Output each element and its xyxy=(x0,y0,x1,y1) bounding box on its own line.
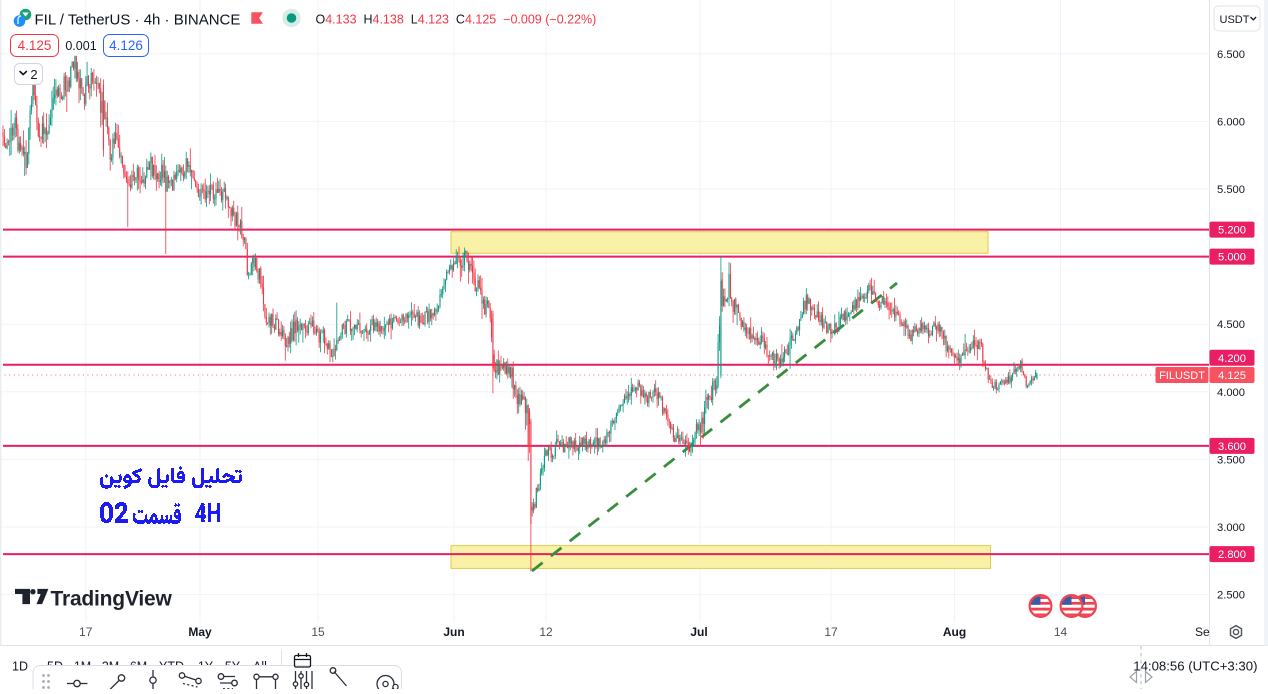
svg-text:2.500: 2.500 xyxy=(1217,590,1245,602)
svg-text:5.200: 5.200 xyxy=(1218,225,1246,237)
svg-text:Aug: Aug xyxy=(943,625,966,639)
svg-text:17: 17 xyxy=(79,625,93,639)
svg-text:Jul: Jul xyxy=(690,625,707,639)
svg-text:14: 14 xyxy=(1054,625,1068,639)
svg-text:Se: Se xyxy=(1195,625,1210,639)
svg-text:4.000: 4.000 xyxy=(1217,387,1245,399)
svg-text:O4.133 H4.138 L4.123 C4.125: O4.133 H4.138 L4.123 C4.125 −0.009 (−0.2… xyxy=(316,13,597,27)
svg-text:4.200: 4.200 xyxy=(1218,353,1246,365)
svg-text:3.600: 3.600 xyxy=(1218,441,1246,453)
svg-text:May: May xyxy=(188,625,212,639)
svg-text:12: 12 xyxy=(539,625,553,639)
svg-text:FILUSDT: FILUSDT xyxy=(1159,370,1205,382)
svg-text:6.500: 6.500 xyxy=(1217,49,1245,61)
svg-text:0.001: 0.001 xyxy=(65,39,96,53)
svg-text:1D: 1D xyxy=(12,660,28,674)
svg-text:FIL / TetherUS · 4h · BINANCE: FIL / TetherUS · 4h · BINANCE xyxy=(35,12,241,29)
svg-text:17: 17 xyxy=(824,625,838,639)
svg-text:3.000: 3.000 xyxy=(1217,522,1245,534)
svg-text:4.125: 4.125 xyxy=(18,38,52,53)
svg-text:USDT: USDT xyxy=(1220,14,1250,26)
svg-text:3.500: 3.500 xyxy=(1217,454,1245,466)
svg-text:14:08:56 (UTC+3:30): 14:08:56 (UTC+3:30) xyxy=(1133,659,1257,674)
svg-text:Jun: Jun xyxy=(443,625,464,639)
svg-text:2.800: 2.800 xyxy=(1218,549,1246,561)
svg-text:15: 15 xyxy=(311,625,325,639)
svg-text:2: 2 xyxy=(30,67,37,82)
svg-text:4.126: 4.126 xyxy=(109,38,143,53)
svg-text:4.125: 4.125 xyxy=(1218,370,1246,382)
svg-text:5.000: 5.000 xyxy=(1218,252,1246,264)
svg-text:5.500: 5.500 xyxy=(1217,184,1245,196)
svg-text:6.000: 6.000 xyxy=(1217,116,1245,128)
svg-text:4.500: 4.500 xyxy=(1217,319,1245,331)
svg-text:TradingView: TradingView xyxy=(51,588,173,611)
